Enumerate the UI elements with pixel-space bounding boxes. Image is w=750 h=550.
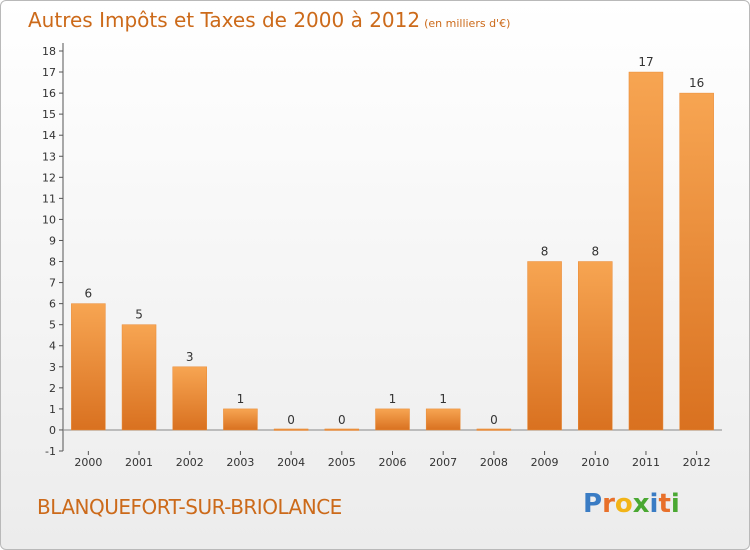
y-tick-label: 7 xyxy=(49,277,56,290)
bar xyxy=(223,408,258,431)
chart-title: Autres Impôts et Taxes de 2000 à 2012 (en… xyxy=(28,8,510,32)
x-tick-label: 2003 xyxy=(226,456,254,469)
bar xyxy=(527,261,562,431)
proxiti-logo: Proxiti xyxy=(583,489,680,519)
data-label: 8 xyxy=(591,245,599,259)
y-tick-label: 4 xyxy=(49,340,56,353)
y-tick-label: 13 xyxy=(42,150,56,163)
chart-title-text: Autres Impôts et Taxes de 2000 à 2012 xyxy=(28,8,421,32)
logo-letter: x xyxy=(632,489,650,519)
x-tick-label: 2004 xyxy=(277,456,305,469)
x-tick-label: 2002 xyxy=(176,456,204,469)
y-tick-label: 17 xyxy=(42,66,56,79)
y-tick-label: 15 xyxy=(42,108,56,121)
y-tick-label: 2 xyxy=(49,382,56,395)
y-tick-label: 8 xyxy=(49,256,56,269)
y-tick-label: 10 xyxy=(42,213,56,226)
logo-letter: P xyxy=(583,489,603,519)
bar xyxy=(172,366,207,431)
data-label: 6 xyxy=(85,287,93,301)
x-tick-label: 2012 xyxy=(683,456,711,469)
y-tick-label: 1 xyxy=(49,403,56,416)
data-label: 8 xyxy=(541,245,549,259)
bar xyxy=(273,428,309,431)
logo-letter: i xyxy=(649,489,659,519)
data-label: 1 xyxy=(237,392,245,406)
logo-letter: o xyxy=(614,489,633,519)
bar xyxy=(476,428,512,431)
bar xyxy=(679,92,714,431)
x-tick-label: 2008 xyxy=(480,456,508,469)
data-label: 17 xyxy=(638,55,653,69)
x-tick-label: 2000 xyxy=(74,456,102,469)
y-tick-label: 16 xyxy=(42,87,56,100)
y-tick-label: 12 xyxy=(42,171,56,184)
data-label: 3 xyxy=(186,350,194,364)
y-tick-label: 3 xyxy=(49,361,56,374)
y-tick-label: 0 xyxy=(49,424,56,437)
y-tick-label: -1 xyxy=(45,445,56,458)
bar xyxy=(121,324,157,431)
x-tick-label: 2009 xyxy=(531,456,559,469)
bar xyxy=(375,408,410,431)
bar xyxy=(578,261,613,431)
y-tick-label: 6 xyxy=(49,298,56,311)
x-tick-label: 2007 xyxy=(429,456,457,469)
logo-letter: r xyxy=(602,489,615,519)
bar xyxy=(324,428,360,431)
y-tick-label: 5 xyxy=(49,319,56,332)
x-tick-label: 2005 xyxy=(328,456,356,469)
y-tick-label: 11 xyxy=(42,192,56,205)
x-tick-label: 2011 xyxy=(632,456,660,469)
logo-letter: i xyxy=(670,489,680,519)
bar xyxy=(628,71,664,431)
data-label: 1 xyxy=(389,392,397,406)
data-label: 1 xyxy=(439,392,447,406)
city-name: BLANQUEFORT-SUR-BRIOLANCE xyxy=(37,495,342,519)
x-tick-label: 2006 xyxy=(379,456,407,469)
x-tick-label: 2001 xyxy=(125,456,153,469)
chart-subtitle: (en milliers d'€) xyxy=(424,17,511,30)
y-tick-label: 9 xyxy=(49,234,56,247)
y-tick-label: 18 xyxy=(42,45,56,58)
x-tick-label: 2010 xyxy=(581,456,609,469)
logo-letter: t xyxy=(658,489,671,519)
data-label: 0 xyxy=(338,413,346,427)
data-label: 0 xyxy=(490,413,498,427)
y-tick-label: 14 xyxy=(42,129,56,142)
data-label: 16 xyxy=(689,76,704,90)
bar xyxy=(71,303,106,431)
data-label: 0 xyxy=(287,413,295,427)
data-label: 5 xyxy=(135,308,143,322)
bar xyxy=(425,408,461,431)
